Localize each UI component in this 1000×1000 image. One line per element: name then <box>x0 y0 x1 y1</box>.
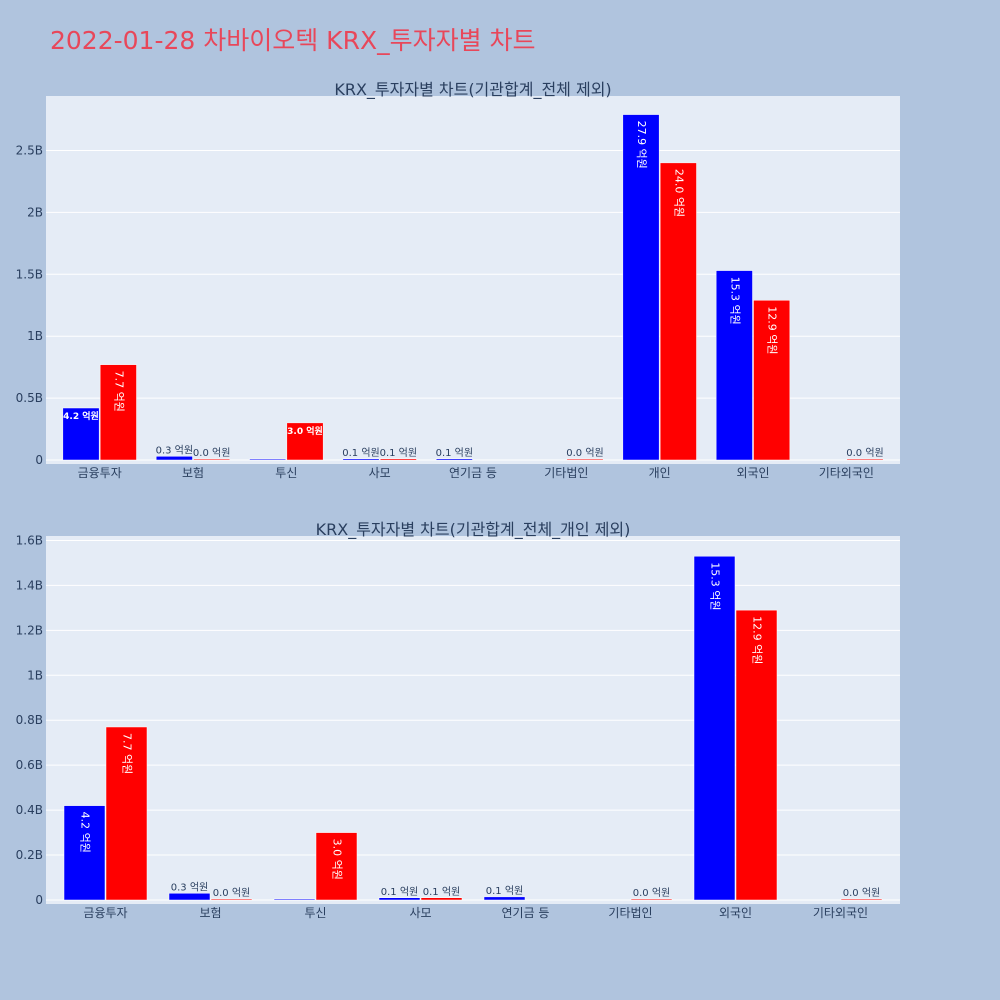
bar-label: 0.1 억원 <box>423 886 460 898</box>
bar-label: 0.1 억원 <box>342 447 379 459</box>
bar[interactable] <box>693 555 736 901</box>
bar[interactable] <box>715 270 753 461</box>
bar-label: 0.0 억원 <box>633 887 670 899</box>
x-tick-label: 보험 <box>182 466 204 480</box>
bar[interactable] <box>659 162 697 461</box>
bar-label: 0.0 억원 <box>566 447 603 459</box>
bar-label: 7.7 억원 <box>112 371 125 412</box>
bar[interactable] <box>210 898 253 901</box>
bar[interactable] <box>566 458 604 461</box>
bar[interactable] <box>105 726 148 901</box>
chart-investor-all: KRX_투자자별 차트(기관합계_전체 제외) 0 0.5B 1B 1.5B 2B 2.5… <box>16 80 900 480</box>
bar[interactable] <box>483 896 526 901</box>
chart-investor-excluding-individual: KRX_투자자별 차트(기관합계_전체_개인 제외) 0 0.2B 0.4B 0.6B… <box>16 520 900 920</box>
bar-label: 3.0 억원 <box>331 839 344 880</box>
x-tick-label: 연기금 등 <box>449 466 497 480</box>
bar[interactable] <box>630 898 673 901</box>
x-tick-label: 외국인 <box>736 466 769 480</box>
bar[interactable] <box>62 407 100 461</box>
x-tick-label: 투신 <box>304 906 326 920</box>
x-tick-label: 기타외국인 <box>813 906 868 920</box>
bar-label: 0.3 억원 <box>171 881 208 893</box>
y-tick-label: 0.2B <box>16 848 43 862</box>
bar[interactable] <box>249 458 287 461</box>
y-tick-label: 1.6B <box>16 533 43 547</box>
y-tick-label: 2.5B <box>16 143 43 157</box>
x-tick-label: 보험 <box>199 906 221 920</box>
bar-label: 27.9 억원 <box>635 121 648 169</box>
y-tick-label: 1B <box>27 329 43 343</box>
chart-title: KRX_투자자별 차트(기관합계_전체_개인 제외) <box>316 520 631 540</box>
bar[interactable] <box>735 609 778 901</box>
bar[interactable] <box>378 897 421 901</box>
y-tick-label: 1.4B <box>16 578 43 592</box>
bar-label: 24.0 억원 <box>672 169 685 217</box>
bar[interactable] <box>315 832 358 901</box>
bar-label: 15.3 억원 <box>709 562 722 610</box>
bar[interactable] <box>840 898 883 901</box>
bar-label: 4.2 억원 <box>79 812 92 853</box>
page-title: 2022-01-28 차바이오텍 KRX_투자자별 차트 <box>50 26 536 55</box>
bar[interactable] <box>286 422 324 461</box>
bar-label: 0.3 억원 <box>156 444 193 456</box>
bar-label: 0.0 억원 <box>213 887 250 899</box>
x-tick-label: 외국인 <box>719 906 752 920</box>
x-tick-label: 금융투자 <box>78 466 122 480</box>
x-tick-label: 기타외국인 <box>819 466 874 480</box>
y-tick-label: 0.6B <box>16 758 43 772</box>
x-tick-label: 개인 <box>649 466 671 480</box>
x-tick-label: 금융투자 <box>83 906 127 920</box>
bar-label: 0.1 억원 <box>486 885 523 897</box>
bar[interactable] <box>846 458 884 461</box>
y-tick-label: 1.2B <box>16 623 43 637</box>
x-tick-label: 사모 <box>409 906 431 920</box>
bar[interactable] <box>99 364 137 461</box>
bar[interactable] <box>155 456 193 461</box>
y-tick-label: 1B <box>27 668 43 682</box>
bar-label: 7.7 억원 <box>121 733 134 774</box>
x-tick-label: 연기금 등 <box>502 906 550 920</box>
bar-label: 12.9 억원 <box>751 616 764 664</box>
x-tick-label: 사모 <box>369 466 391 480</box>
x-tick-label: 기타법인 <box>608 906 652 920</box>
bar-label: 0.0 억원 <box>846 447 883 459</box>
bar-label: 0.1 억원 <box>436 447 473 459</box>
y-tick-label: 1.5B <box>16 267 43 281</box>
bar[interactable] <box>753 300 791 461</box>
bar[interactable] <box>63 805 106 901</box>
y-tick-label: 0.4B <box>16 803 43 817</box>
x-tick-label: 투신 <box>275 466 297 480</box>
bar[interactable] <box>273 898 316 901</box>
bar-label: 12.9 억원 <box>766 306 779 354</box>
bar[interactable] <box>168 893 211 901</box>
bar-label: 0.1 억원 <box>381 886 418 898</box>
bar[interactable] <box>193 458 231 461</box>
bar-label: 4.2 억원 <box>63 410 99 422</box>
y-tick-label: 0.5B <box>16 391 43 405</box>
bar[interactable] <box>622 114 660 461</box>
y-tick-label: 0 <box>35 453 43 467</box>
y-tick-label: 0.8B <box>16 713 43 727</box>
bar[interactable] <box>435 458 473 461</box>
bar[interactable] <box>342 458 380 461</box>
chart-title: KRX_투자자별 차트(기관합계_전체 제외) <box>334 80 611 100</box>
y-tick-label: 0 <box>35 893 43 907</box>
bar-label: 3.0 억원 <box>287 425 323 437</box>
bar-label: 0.1 억원 <box>380 447 417 459</box>
bar-label: 0.0 억원 <box>193 447 230 459</box>
bar-label: 0.0 억원 <box>843 887 880 899</box>
x-tick-label: 기타법인 <box>544 466 588 480</box>
bar[interactable] <box>420 897 463 901</box>
bar-label: 15.3 억원 <box>728 277 741 325</box>
bar[interactable] <box>379 458 417 461</box>
y-tick-label: 2B <box>27 205 43 219</box>
